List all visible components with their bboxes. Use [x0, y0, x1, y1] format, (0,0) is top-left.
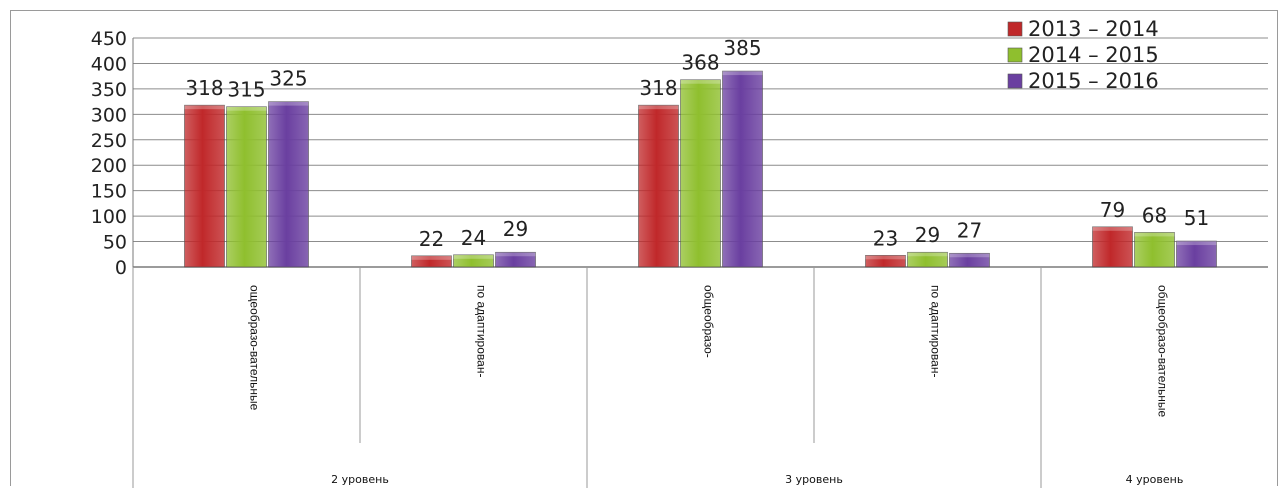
data-label: 79	[1100, 198, 1125, 222]
legend-label: 2014 – 2015	[1028, 43, 1159, 67]
data-label: 318	[639, 76, 677, 100]
bar-0-3	[865, 254, 906, 268]
bar-highlight	[680, 79, 721, 84]
data-label: 68	[1142, 203, 1167, 227]
bar-0-1	[411, 255, 452, 268]
bar-0-0	[184, 104, 225, 268]
bar-2-2	[722, 70, 763, 268]
data-label: 24	[461, 226, 486, 250]
data-label: 51	[1184, 206, 1209, 230]
data-label: 325	[269, 67, 307, 91]
y-tick-label: 200	[91, 155, 127, 177]
y-tick-label: 250	[91, 130, 127, 152]
bar-2-0	[268, 101, 309, 268]
y-tick-label: 400	[91, 53, 127, 75]
category-label: общеобразо-вательные	[1156, 285, 1170, 418]
bar-1-0	[226, 106, 267, 268]
bar-1-2	[680, 79, 721, 268]
data-label: 23	[873, 226, 898, 250]
bar-highlight	[1092, 226, 1133, 231]
bar-2-1	[495, 251, 536, 268]
data-label: 368	[681, 51, 719, 75]
data-label: 27	[957, 218, 982, 242]
y-tick-label: 450	[91, 28, 127, 50]
legend-label: 2015 – 2016	[1028, 69, 1159, 93]
legend-swatch	[1007, 21, 1023, 37]
category-label: по адаптирован-	[475, 285, 489, 377]
bar-highlight	[453, 254, 494, 259]
bar-highlight	[949, 253, 990, 258]
data-label: 29	[503, 217, 528, 241]
data-label: 318	[185, 76, 223, 100]
bar-1-3	[907, 251, 948, 268]
legend-swatch	[1007, 73, 1023, 89]
legend-label: 2013 – 2014	[1028, 17, 1159, 41]
y-tick-label: 300	[91, 104, 127, 126]
bar-highlight	[1134, 232, 1175, 237]
legend-swatch	[1007, 47, 1023, 63]
bar-highlight	[226, 106, 267, 111]
bar-highlight	[495, 252, 536, 257]
chart-frame	[10, 10, 1278, 486]
bar-highlight	[722, 71, 763, 76]
data-label: 22	[419, 227, 444, 251]
bar-1-1	[453, 254, 494, 268]
data-label: 385	[723, 36, 761, 60]
category-label: общеобразо-	[702, 285, 716, 358]
category-label: по адаптирован-	[929, 285, 943, 377]
bar-highlight	[638, 105, 679, 110]
y-tick-label: 100	[91, 206, 127, 228]
bar-1-4	[1134, 232, 1175, 268]
data-label: 315	[227, 78, 265, 102]
group-label: 4 уровень	[1126, 473, 1184, 486]
bar-highlight	[184, 105, 225, 110]
y-tick-label: 150	[91, 181, 127, 203]
bar-2-3	[949, 252, 990, 268]
y-tick-label: 50	[103, 232, 127, 254]
bar-highlight	[268, 101, 309, 106]
category-label: ощеобразо-вательные	[248, 285, 262, 411]
bar-0-2	[638, 104, 679, 268]
group-label: 2 уровень	[331, 473, 389, 486]
bar-0-4	[1092, 226, 1133, 268]
data-label: 29	[915, 223, 940, 247]
y-tick-label: 0	[115, 257, 127, 279]
bar-2-4	[1176, 240, 1217, 268]
group-label: 3 уровень	[785, 473, 843, 486]
bar-highlight	[1176, 241, 1217, 246]
bar-highlight	[411, 255, 452, 260]
bar-highlight	[907, 252, 948, 257]
y-tick-label: 350	[91, 79, 127, 101]
bar-highlight	[865, 255, 906, 260]
